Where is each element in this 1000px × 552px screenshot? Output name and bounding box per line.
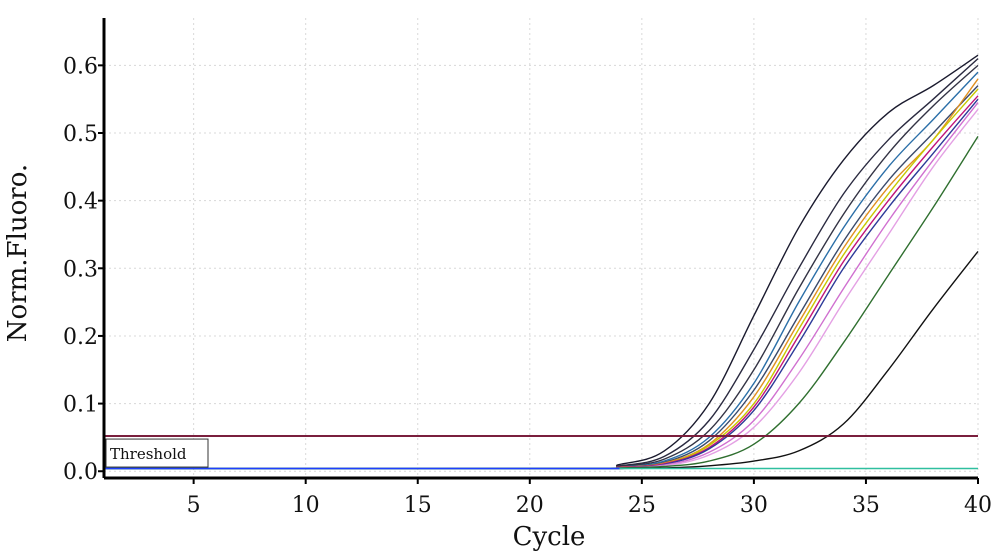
x-tick-label: 15 [404,493,432,518]
axes [98,18,979,484]
y-tick-label: 0.4 [63,190,98,215]
x-tick-label: 30 [740,493,768,518]
x-tick-labels: 5 10 15 20 25 30 35 40 [187,493,992,518]
x-axis-title: Cycle [513,522,586,552]
series-line-5 [103,85,979,470]
series-line-1 [103,54,979,470]
x-tick-label: 40 [964,493,992,518]
x-tick-label: 10 [292,493,320,518]
y-axis-title: Norm.Fluoro. [3,164,33,342]
y-tick-label: 0.3 [63,257,98,282]
y-tick-label: 0.1 [63,393,98,418]
series-line-3 [103,64,979,470]
series-line-11 [103,108,979,470]
x-tick-label: 5 [187,493,201,518]
threshold-label: Threshold [110,445,187,463]
y-tick-label: 0.5 [63,122,98,147]
y-tick-label: 0.6 [63,54,98,79]
series-line-12 [103,136,979,470]
series-line-4 [103,71,979,470]
series-line-10 [103,102,979,470]
x-tick-label: 20 [516,493,544,518]
x-tick-label: 35 [852,493,880,518]
series-line-7 [103,88,979,470]
x-tick-label: 25 [628,493,656,518]
series-line-6 [103,78,979,470]
threshold-label-box [105,438,209,468]
y-tick-label: 0.0 [63,460,98,485]
y-tick-label: 0.2 [63,325,98,350]
y-tick-labels: 0.0 0.1 0.2 0.3 0.4 0.5 0.6 [63,54,98,485]
grid-lines [104,18,979,478]
series-lines [103,54,979,470]
